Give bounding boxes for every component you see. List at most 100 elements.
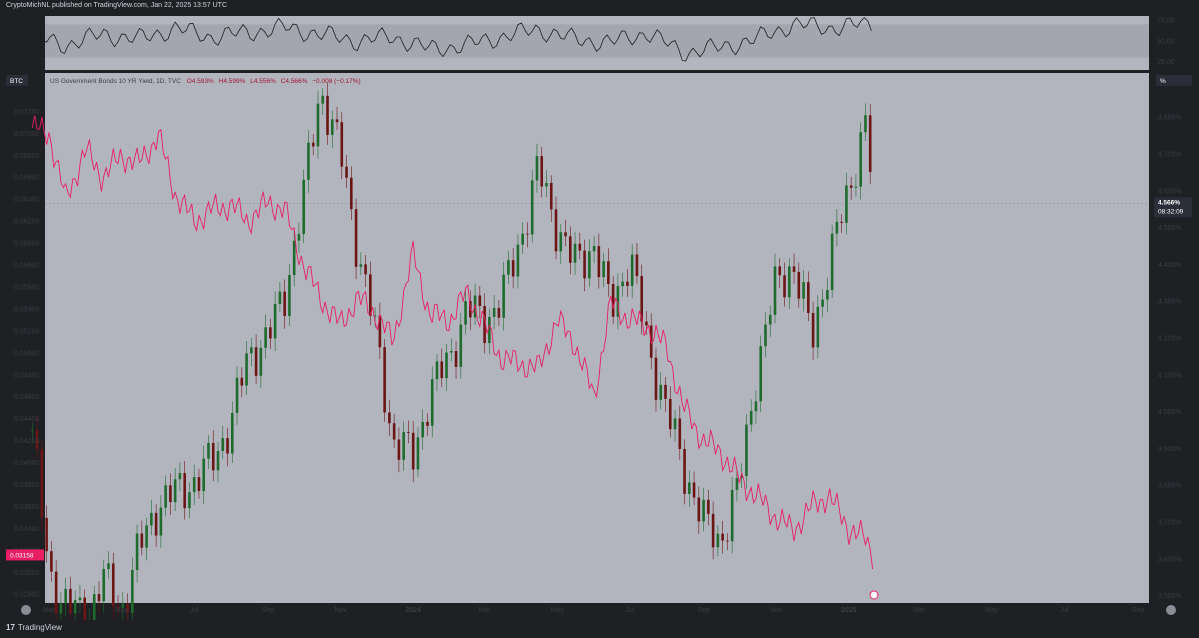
- yield-candle-body: [211, 442, 215, 471]
- yield-candle-body: [135, 533, 139, 571]
- legend-change: −0.008 (−0.17%): [312, 78, 360, 85]
- yield-candle-body: [516, 244, 520, 277]
- x-axis-tick-label: Sep: [1132, 607, 1145, 614]
- yield-candle-body: [826, 290, 829, 300]
- symbol-badge-bg: [6, 75, 28, 86]
- x-axis-tick-label: 2024: [405, 607, 421, 614]
- yield-candle-body: [302, 179, 305, 235]
- yield-candle-body: [526, 233, 529, 235]
- yield-candle-body: [111, 563, 115, 607]
- right-axis-tick-label: 4.300%: [1158, 299, 1182, 306]
- yield-candle-body: [131, 570, 134, 613]
- yield-candle-body: [735, 478, 739, 490]
- tradingview-logo[interactable]: 17 TradingView: [6, 623, 62, 632]
- yield-candle-body: [321, 95, 325, 104]
- yield-candle-body: [126, 603, 129, 613]
- yield-candle-body: [802, 282, 805, 299]
- yield-candle-body: [726, 540, 729, 542]
- yield-candle-body: [668, 398, 672, 430]
- yield-candle-body: [497, 307, 501, 318]
- yield-candle-body: [440, 361, 444, 379]
- settings-gear-icon[interactable]: [21, 605, 31, 615]
- yield-candle-body: [749, 411, 753, 425]
- left-axis-tick-label: 0.04600: [14, 394, 39, 401]
- yield-candle-body: [583, 250, 586, 279]
- right-axis-tick-label: 3.900%: [1158, 446, 1182, 453]
- left-axis-tick-label: 0.04000: [14, 460, 39, 467]
- yield-candle-body: [621, 281, 624, 287]
- yield-candle-body: [807, 282, 810, 313]
- yield-candle-body: [378, 315, 382, 348]
- legend-title: US Government Bonds 10 YR Yield, 1D, TVC: [50, 78, 181, 85]
- oscillator-tick-label: 75.00: [1157, 18, 1175, 25]
- yield-candle-body: [288, 275, 291, 316]
- main-pane: [45, 73, 1149, 603]
- yield-candle-body: [811, 312, 815, 348]
- yield-candle-body: [426, 421, 429, 426]
- yield-candle-body: [245, 353, 248, 386]
- yield-candle-body: [230, 412, 234, 454]
- yield-candle-body: [697, 497, 701, 522]
- yield-candle-body: [311, 142, 315, 147]
- x-axis-tick-label: May: [551, 607, 565, 614]
- right-axis-tick-label: 4.100%: [1158, 372, 1182, 379]
- yield-candle-body: [278, 291, 282, 305]
- yield-candle-body: [540, 156, 544, 187]
- right-axis-tick-label: 4.800%: [1158, 115, 1182, 122]
- yield-candle-body: [78, 597, 82, 601]
- yield-candle-body: [740, 475, 743, 479]
- yield-candle-body: [797, 271, 801, 299]
- auto-scale-icon[interactable]: [1166, 605, 1176, 615]
- yield-candle-body: [854, 186, 858, 188]
- yield-candle-body: [40, 449, 44, 518]
- yield-candle-body: [759, 346, 763, 402]
- left-axis-tick-label: 0.06200: [14, 219, 39, 226]
- yield-candle-body: [711, 513, 715, 548]
- yield-candle-body: [335, 119, 339, 123]
- yield-candle-body: [216, 450, 220, 471]
- yield-candle-body: [778, 266, 782, 276]
- yield-candle-body: [178, 473, 182, 480]
- x-axis-tick-label: 2025: [841, 607, 857, 614]
- yield-candle-body: [259, 347, 263, 376]
- left-axis-tick-label: 0.05400: [14, 306, 39, 313]
- yield-candle-body: [488, 316, 491, 344]
- btc-last-label: 0.03158: [10, 552, 34, 559]
- legend-line: US Government Bonds 10 YR Yield, 1D, TVC…: [50, 78, 361, 85]
- btc-last-label-bg: [6, 549, 44, 561]
- left-axis-tick-label: 0.07200: [14, 109, 39, 116]
- yield-candle-body: [449, 351, 453, 353]
- yield-candle-body: [521, 233, 524, 245]
- yield-candle-body: [250, 347, 253, 354]
- yield-candle-body: [492, 307, 496, 317]
- yield-candle-body: [511, 260, 515, 277]
- oscillator-line: [31, 17, 872, 62]
- yield-candle-body: [464, 301, 467, 325]
- yield-candle-body: [264, 327, 267, 348]
- right-axis-tick-label: 4.400%: [1158, 262, 1182, 269]
- yield-candle-body: [411, 432, 415, 470]
- yield-candle-body: [54, 571, 58, 614]
- yield-candle-body: [554, 209, 558, 252]
- yield-candle-body: [435, 361, 439, 380]
- yield-candle-body: [388, 412, 391, 424]
- yield-candle-body: [745, 424, 748, 476]
- yield-candle-body: [359, 264, 363, 267]
- unit-badge[interactable]: %: [1160, 78, 1166, 85]
- yield-candle-body: [273, 304, 277, 339]
- yield-candle-body: [364, 264, 367, 275]
- scroll-to-realtime-icon[interactable]: [869, 590, 879, 600]
- yield-candle-body: [659, 384, 663, 400]
- yield-candle-body: [640, 275, 644, 322]
- symbol-badge[interactable]: BTC: [10, 78, 23, 85]
- yield-candle-body: [150, 512, 153, 526]
- yield-candle-body: [830, 233, 834, 291]
- yield-candle-body: [588, 251, 591, 279]
- yield-candle-body: [730, 489, 734, 542]
- right-axis-tick-label: 3.600%: [1158, 556, 1182, 563]
- x-axis-tick-label: Sep: [262, 607, 275, 614]
- yield-candle-body: [416, 437, 420, 470]
- legend-close: C4.566%: [281, 78, 308, 85]
- yield-candle-body: [92, 594, 96, 622]
